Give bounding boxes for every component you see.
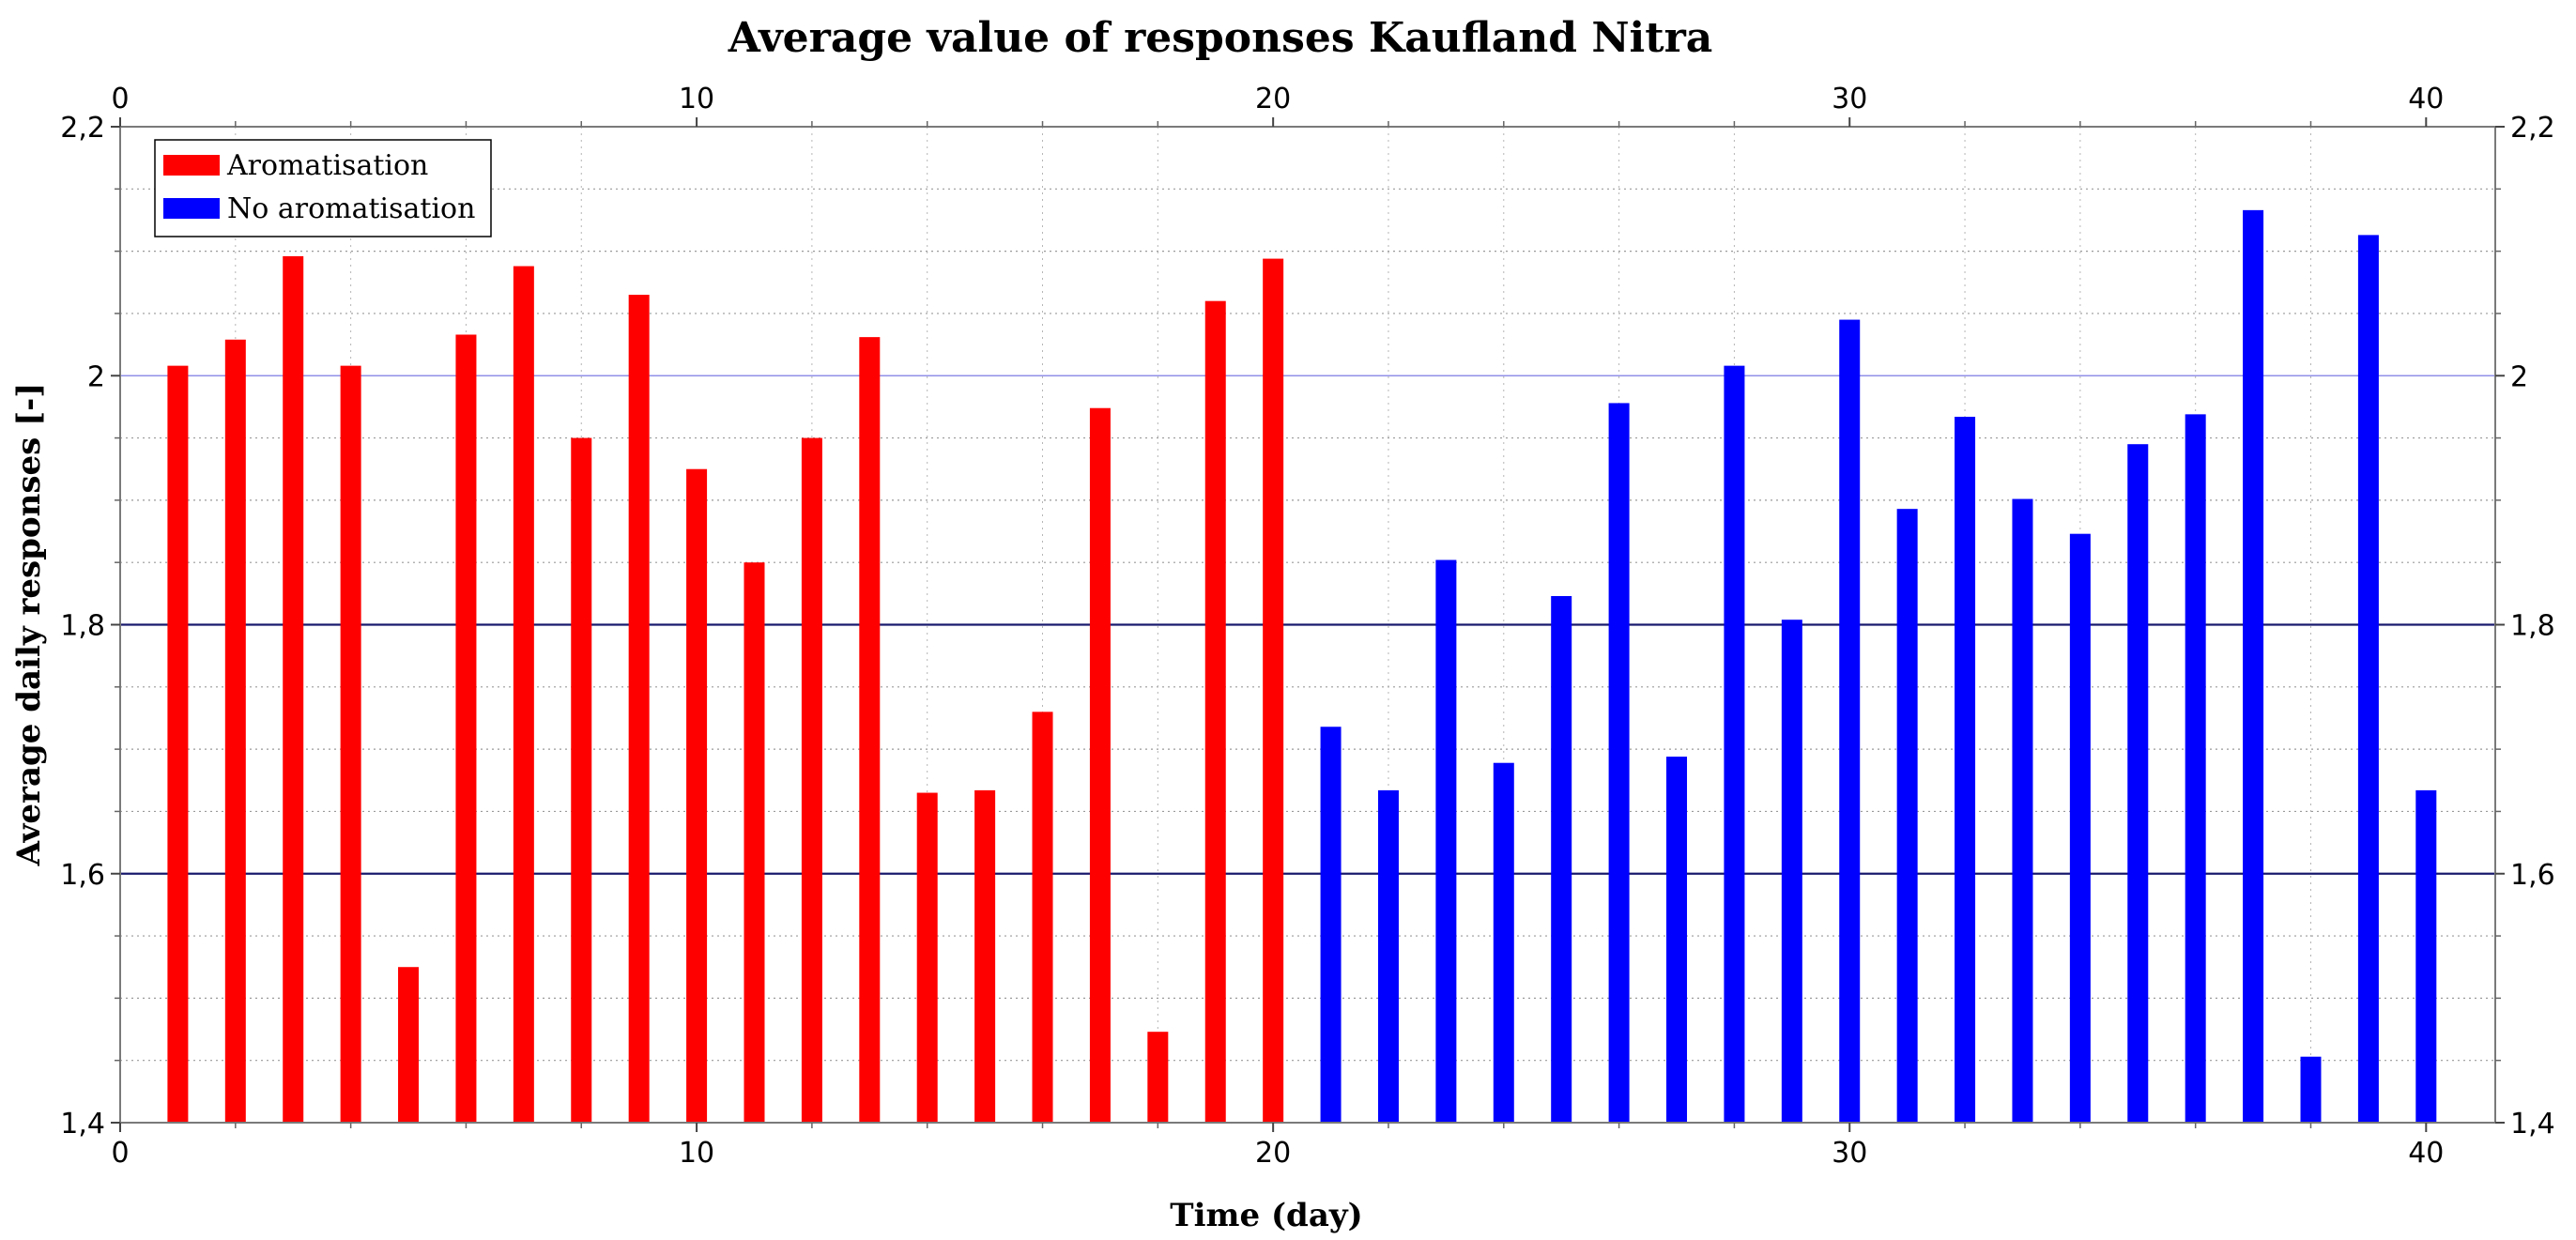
x-tick-label-bottom: 30 [1832,1137,1867,1170]
bar-aromatisation-day-3 [283,255,304,1123]
x-tick-label-bottom: 0 [111,1137,129,1170]
x-tick-label-bottom: 10 [679,1137,714,1170]
bar-no-aromatisation-day-39 [2357,235,2379,1124]
y-tick-label-right: 1,4 [2510,1108,2555,1140]
bar-aromatisation-day-10 [686,468,708,1123]
legend-swatch-aromatisation [163,155,220,176]
y-tick-label-left: 2 [87,360,105,393]
bar-aromatisation-day-7 [513,266,534,1123]
bars-layer [167,209,2437,1124]
bar-no-aromatisation-day-30 [1839,319,1861,1124]
x-tick-label-top: 0 [111,83,129,115]
bar-no-aromatisation-day-38 [2300,1056,2322,1123]
y-tick-label-right: 2 [2510,360,2528,393]
bar-aromatisation-day-12 [801,437,822,1123]
legend-label-aromatisation: Aromatisation [226,149,428,182]
bar-no-aromatisation-day-36 [2185,414,2206,1123]
bar-aromatisation-day-16 [1032,712,1053,1123]
ticks-layer: 0 0 10 10 20 20 30 30 40 40 1,4 1,4 1,6 1,6 1,8 1,8 2 2 2,… [60,83,2554,1170]
y-tick-label-left: 1,4 [60,1108,105,1140]
chart-title: Average value of responses Kaufland Nitr… [728,14,1713,62]
x-tick-label-bottom: 40 [2408,1137,2444,1170]
bar-aromatisation-day-6 [455,334,477,1123]
bar-aromatisation-day-17 [1089,407,1111,1123]
y-axis-label: Average daily responses [-] [10,383,48,867]
y-tick-label-right: 2,2 [2510,112,2555,145]
bar-aromatisation-day-9 [628,295,650,1123]
legend: Aromatisation No aromatisation [154,139,492,237]
y-tick-label-right: 1,8 [2510,610,2555,643]
bar-aromatisation-day-15 [974,789,996,1123]
bar-no-aromatisation-day-26 [1608,403,1630,1123]
bar-aromatisation-day-1 [167,365,189,1123]
bar-aromatisation-day-5 [398,967,420,1123]
bar-no-aromatisation-day-33 [2012,498,2033,1123]
bar-aromatisation-day-2 [224,339,246,1123]
bar-no-aromatisation-day-27 [1666,757,1688,1123]
x-tick-label-top: 40 [2408,83,2444,115]
legend-swatch-no-aromatisation [163,198,220,219]
bar-no-aromatisation-day-28 [1724,365,1745,1123]
y-tick-label-left: 1,8 [60,610,105,643]
x-tick-label-top: 30 [1832,83,1867,115]
x-tick-label-top: 20 [1255,83,1291,115]
bar-no-aromatisation-day-24 [1493,762,1514,1123]
legend-label-no-aromatisation: No aromatisation [227,192,475,225]
y-tick-label-left: 1,6 [60,859,105,892]
bar-aromatisation-day-20 [1263,258,1284,1123]
x-tick-label-bottom: 20 [1255,1137,1291,1170]
bar-no-aromatisation-day-37 [2243,209,2264,1123]
bar-aromatisation-day-11 [744,562,765,1123]
bar-no-aromatisation-day-22 [1377,789,1399,1123]
bar-no-aromatisation-day-34 [2069,533,2091,1123]
bar-aromatisation-day-14 [916,792,938,1123]
bar-no-aromatisation-day-29 [1781,620,1802,1123]
bar-no-aromatisation-day-35 [2127,444,2149,1124]
bar-no-aromatisation-day-40 [2415,789,2437,1123]
y-tick-label-right: 1,6 [2510,859,2555,892]
bar-aromatisation-day-19 [1204,300,1226,1123]
x-tick-label-top: 10 [679,83,714,115]
bar-no-aromatisation-day-32 [1955,417,1976,1123]
x-axis-label: Time (day) [1170,1197,1362,1234]
bar-no-aromatisation-day-25 [1551,595,1572,1123]
bar-aromatisation-day-13 [859,337,881,1124]
bar-aromatisation-day-4 [340,365,361,1123]
bar-no-aromatisation-day-23 [1435,559,1457,1123]
bar-aromatisation-day-18 [1147,1032,1169,1123]
bar-no-aromatisation-day-31 [1896,509,1918,1123]
y-tick-label-left: 2,2 [60,112,105,145]
bar-aromatisation-day-8 [571,437,592,1123]
bar-no-aromatisation-day-21 [1320,727,1342,1123]
